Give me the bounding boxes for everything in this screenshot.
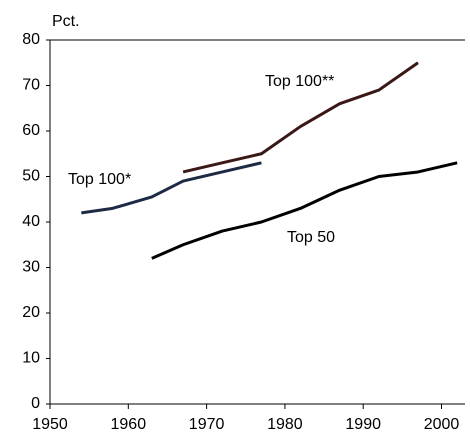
y-tick-label: 20 [22, 304, 40, 321]
x-tick-label: 1970 [189, 416, 225, 433]
x-tick-label: 1960 [111, 416, 147, 433]
y-tick-label: 60 [22, 122, 40, 139]
y-tick-label: 50 [22, 168, 40, 185]
x-tick-label: 2000 [424, 416, 460, 433]
series-label: Top 100** [265, 73, 334, 90]
series-label: Top 50 [287, 229, 335, 246]
series-line [81, 161, 262, 215]
series-line [182, 61, 419, 174]
y-tick-label: 70 [22, 77, 40, 94]
x-tick-label: 1950 [32, 416, 68, 433]
y-tick-label: 0 [31, 395, 40, 412]
x-tick-label: 1980 [267, 416, 303, 433]
y-tick-label: 30 [22, 259, 40, 276]
series-label: Top 100* [68, 171, 131, 188]
y-axis-label: Pct. [52, 13, 80, 30]
y-tick-label: 10 [22, 350, 40, 367]
x-tick-label: 1990 [345, 416, 381, 433]
y-tick-label: 40 [22, 213, 40, 230]
series-line [151, 161, 458, 260]
y-tick-label: 80 [22, 31, 40, 48]
